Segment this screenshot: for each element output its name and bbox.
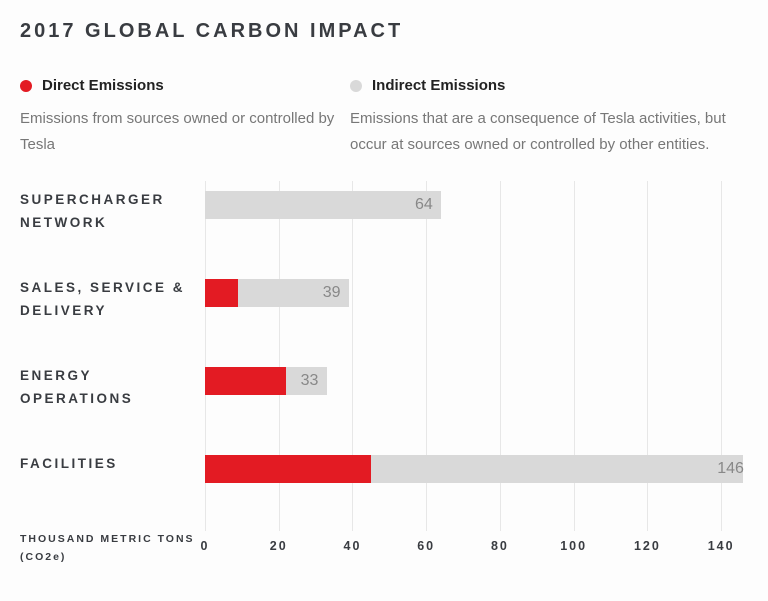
legend-desc-indirect: Emissions that are a consequence of Tesl…: [350, 106, 758, 157]
emissions-chart: SUPERCHARGER NETWORK SALES, SERVICE & DEL…: [20, 181, 758, 561]
category-label: SUPERCHARGER NETWORK: [20, 189, 195, 235]
x-tick: 120: [634, 539, 661, 553]
bar-direct: [205, 279, 238, 307]
x-tick: 40: [344, 539, 362, 553]
category-label: ENERGY OPERATIONS: [20, 365, 195, 411]
legend-desc-direct: Emissions from sources owned or controll…: [20, 106, 350, 157]
bar-row: 146: [205, 455, 758, 485]
legend-label-indirect: Indirect Emissions: [372, 77, 505, 94]
bar-value-label: 33: [293, 367, 319, 395]
bar-row: 33: [205, 367, 758, 397]
x-tick: 80: [491, 539, 509, 553]
legend: Direct Emissions Emissions from sources …: [20, 77, 758, 157]
x-tick: 20: [270, 539, 288, 553]
page-title: 2017 GLOBAL CARBON IMPACT: [20, 20, 758, 43]
bar-row: 39: [205, 279, 758, 309]
x-tick: 100: [560, 539, 587, 553]
legend-label-direct: Direct Emissions: [42, 77, 164, 94]
unit-label: THOUSAND METRIC TONS (CO2e): [20, 531, 195, 567]
bar-direct: [205, 455, 371, 483]
bar-value-label: 64: [407, 191, 433, 219]
category-label: SALES, SERVICE & DELIVERY: [20, 277, 195, 323]
legend-dot-indirect: [350, 80, 362, 92]
legend-direct: Direct Emissions Emissions from sources …: [20, 77, 350, 157]
legend-dot-direct: [20, 80, 32, 92]
bar-row: 64: [205, 191, 758, 221]
legend-indirect: Indirect Emissions Emissions that are a …: [350, 77, 758, 157]
bar-value-label: 146: [709, 455, 744, 483]
x-tick: 0: [201, 539, 210, 553]
x-tick: 140: [708, 539, 735, 553]
bar-indirect: [371, 455, 743, 483]
bar-direct: [205, 367, 286, 395]
bar-indirect: [205, 191, 441, 219]
category-label: FACILITIES: [20, 453, 195, 476]
x-tick: 60: [417, 539, 435, 553]
bar-value-label: 39: [315, 279, 341, 307]
